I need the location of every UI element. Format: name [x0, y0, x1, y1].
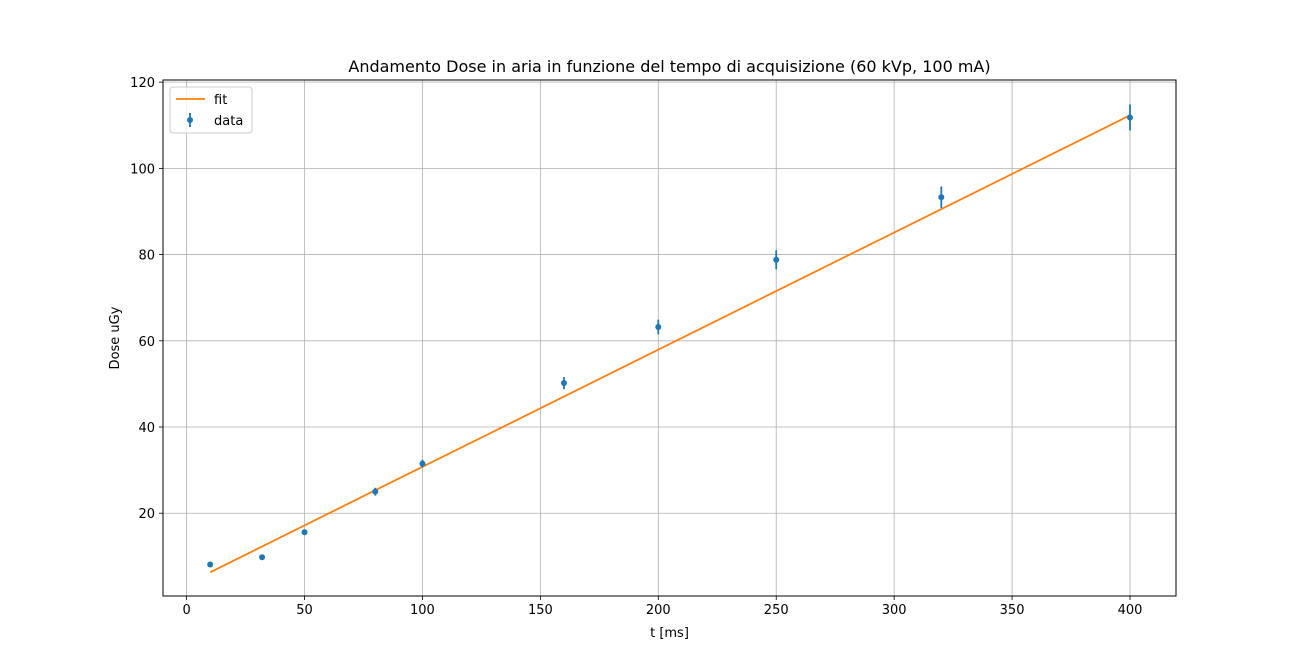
data-point	[938, 194, 945, 201]
y-tick-label: 100	[130, 162, 155, 177]
axis-ticks: 0 50 100 150 200 250 300 350 400 20 40 60 80 100 120	[130, 76, 1142, 618]
data-point	[773, 256, 780, 263]
x-tick-label: 50	[296, 603, 313, 618]
data-point	[301, 529, 308, 536]
y-tick-label: 120	[130, 76, 155, 91]
x-tick-label: 100	[410, 603, 435, 618]
x-axis-label: t [ms]	[650, 626, 689, 641]
data-point	[207, 561, 214, 568]
x-tick-label: 300	[882, 603, 907, 618]
y-axis-label: Dose uGy	[108, 306, 123, 369]
chart-title: Andamento Dose in aria in funzione del t…	[348, 57, 990, 76]
x-tick-label: 150	[528, 603, 553, 618]
y-tick-label: 60	[138, 335, 155, 350]
grid	[163, 80, 1176, 596]
x-tick-label: 200	[646, 603, 671, 618]
data-point	[1127, 114, 1134, 121]
data-point	[419, 460, 426, 467]
x-tick-label: 400	[1118, 603, 1143, 618]
legend-data-marker	[187, 117, 193, 123]
x-tick-label: 0	[182, 603, 190, 618]
data-point	[372, 488, 379, 495]
y-tick-label: 40	[138, 421, 155, 436]
data-point	[560, 380, 567, 387]
fit-line	[209, 114, 1131, 574]
y-tick-label: 20	[138, 507, 155, 522]
plot-area	[207, 104, 1134, 574]
x-tick-label: 250	[764, 603, 789, 618]
legend-data-label: data	[214, 114, 243, 129]
legend-fit-label: fit	[214, 93, 227, 108]
data-point	[655, 324, 662, 331]
axes-frame	[162, 79, 1177, 597]
data-point	[259, 554, 266, 561]
y-tick-label: 80	[138, 249, 155, 264]
x-tick-label: 350	[1000, 603, 1025, 618]
legend: fit data	[169, 86, 253, 134]
